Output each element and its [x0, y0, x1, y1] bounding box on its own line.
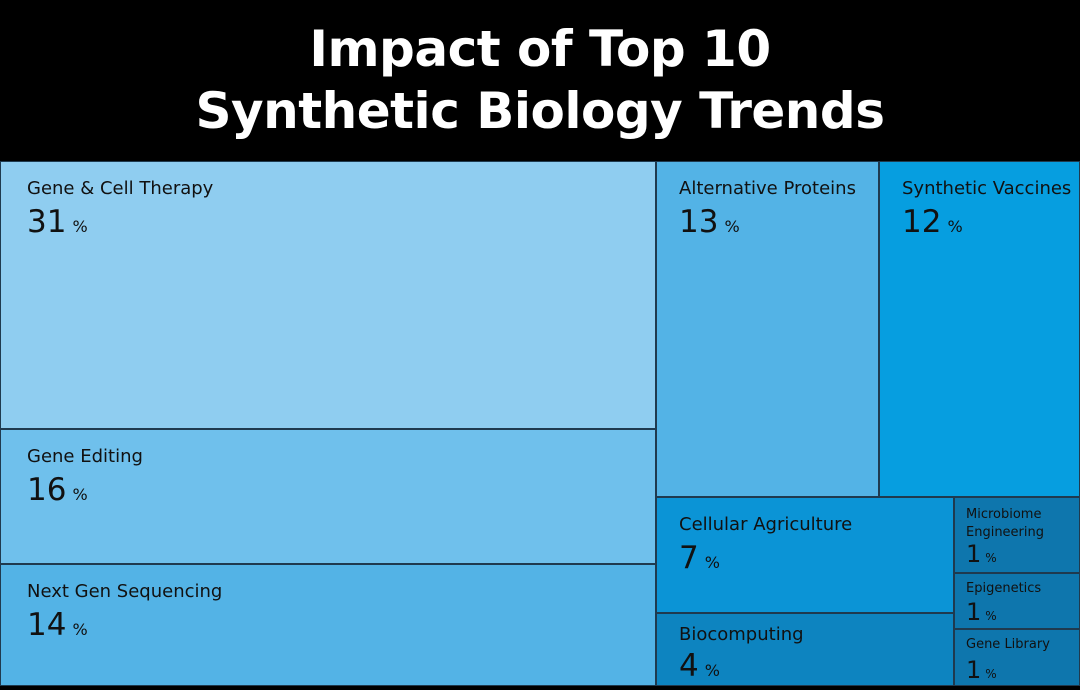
tile-value-number: 1 [966, 656, 982, 684]
tile-label: Microbiome Engineering [966, 507, 1044, 540]
tile-value-unit: % [985, 667, 997, 681]
chart-title-line-1: Impact of Top 10 [309, 20, 771, 78]
tile-value-unit: % [985, 551, 997, 565]
tile-label: Gene Library [966, 637, 1050, 652]
treemap-tile: Alternative Proteins 13% [656, 161, 879, 497]
chart-title-line-2: Synthetic Biology Trends [195, 82, 885, 140]
tile-value-unit: % [72, 620, 88, 639]
tile-value-unit: % [72, 217, 88, 236]
tile-label: Gene & Cell Therapy [27, 178, 214, 199]
tile-value: 14% [27, 607, 88, 643]
treemap-tile: Microbiome Engineering 1% [954, 497, 1080, 573]
chart-title: Impact of Top 10 Synthetic Biology Trend… [0, 0, 1080, 160]
tile-value-unit: % [72, 485, 88, 504]
tile-label: Next Gen Sequencing [27, 581, 223, 602]
treemap-tile: Epigenetics 1% [954, 573, 1080, 629]
tile-value-number: 4 [679, 648, 699, 684]
tile-value-unit: % [724, 217, 740, 236]
treemap-tile: Next Gen Sequencing 14% [0, 564, 656, 686]
tile-value: 1% [966, 656, 997, 684]
tile-value-unit: % [985, 609, 997, 623]
tile-value: 1% [966, 598, 997, 626]
tile-value: 7% [679, 540, 720, 576]
tile-value-number: 31 [27, 204, 67, 240]
tile-value-number: 13 [679, 204, 719, 240]
tile-value-unit: % [947, 217, 963, 236]
tile-label: Cellular Agriculture [679, 514, 853, 535]
treemap-tile: Biocomputing 4% [656, 613, 954, 686]
tile-value: 4% [679, 648, 720, 684]
tile-label: Gene Editing [27, 446, 143, 467]
tile-value-number: 12 [902, 204, 942, 240]
tile-value: 31% [27, 204, 88, 240]
treemap-tile: Gene Library 1% [954, 629, 1080, 686]
tile-label: Alternative Proteins [679, 178, 856, 199]
treemap-tile: Cellular Agriculture 7% [656, 497, 954, 613]
tile-value: 16% [27, 472, 88, 508]
tile-label: Epigenetics [966, 581, 1042, 596]
treemap-tile: Gene Editing 16% [0, 429, 656, 564]
tile-label: Biocomputing [679, 624, 804, 645]
tile-value-number: 14 [27, 607, 67, 643]
treemap-tile: Gene & Cell Therapy 31% [0, 161, 656, 429]
treemap-tile: Synthetic Vaccines 12% [879, 161, 1080, 497]
tile-value-number: 1 [966, 598, 982, 626]
tile-value-unit: % [704, 661, 720, 680]
tile-value: 1% [966, 540, 997, 568]
tile-value: 13% [679, 204, 740, 240]
tile-value-number: 16 [27, 472, 67, 508]
tile-value-number: 1 [966, 540, 982, 568]
tile-value-unit: % [704, 553, 720, 572]
tile-label: Synthetic Vaccines [902, 178, 1072, 199]
tile-value-number: 7 [679, 540, 699, 576]
tile-value: 12% [902, 204, 963, 240]
